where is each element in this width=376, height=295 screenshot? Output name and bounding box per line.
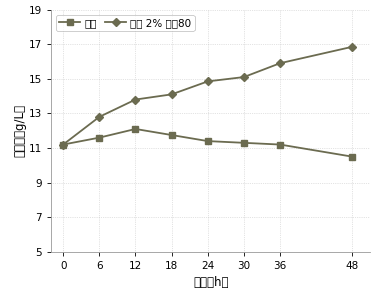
对照	[350, 155, 355, 158]
添加 2% 吐渂80	[97, 115, 102, 119]
添加 2% 吐渂80	[61, 143, 65, 146]
X-axis label: 时间（h）: 时间（h）	[193, 276, 229, 289]
对照	[206, 139, 210, 143]
对照	[242, 141, 246, 145]
添加 2% 吐渂80	[133, 98, 138, 101]
对照	[133, 127, 138, 131]
添加 2% 吐渂80	[206, 80, 210, 83]
Legend: 对照, 添加 2% 吐渂80: 对照, 添加 2% 吐渂80	[56, 15, 194, 31]
对照	[278, 143, 282, 146]
对照	[61, 143, 65, 146]
添加 2% 吐渂80	[350, 45, 355, 49]
添加 2% 吐渂80	[278, 61, 282, 65]
Y-axis label: 生物量（g/L）: 生物量（g/L）	[13, 104, 26, 157]
添加 2% 吐渂80	[242, 75, 246, 79]
对照	[169, 133, 174, 137]
添加 2% 吐渂80	[169, 93, 174, 96]
对照	[97, 136, 102, 140]
Line: 添加 2% 吐渂80: 添加 2% 吐渂80	[60, 44, 355, 148]
Line: 对照: 对照	[60, 126, 355, 160]
